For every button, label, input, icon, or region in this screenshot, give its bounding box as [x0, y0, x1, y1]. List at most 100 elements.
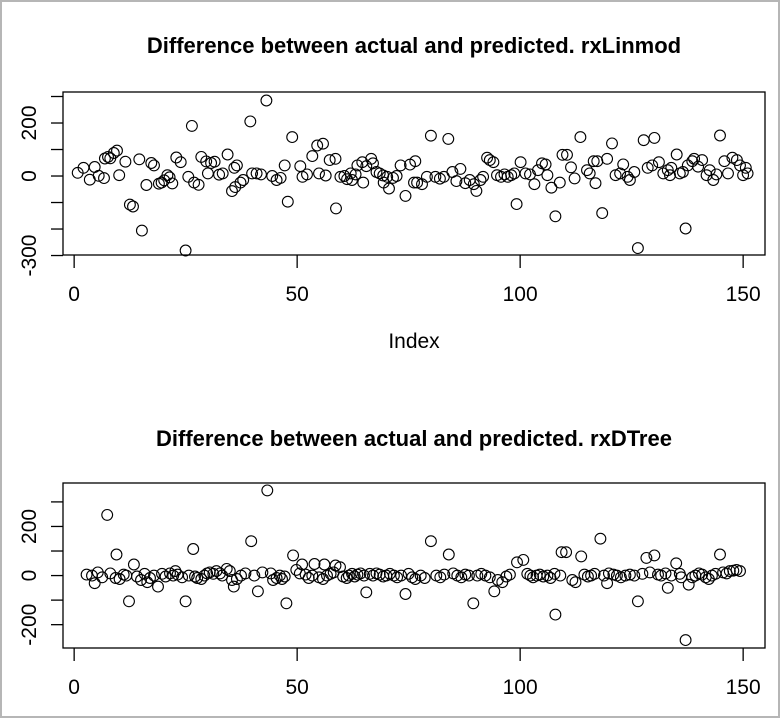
data-point	[346, 567, 358, 580]
panel-1: 200 0 -300 0 50 100 150	[18, 91, 766, 306]
data-point	[260, 94, 273, 107]
data-point	[127, 558, 140, 571]
data-point	[617, 158, 630, 171]
data-point	[237, 174, 250, 186]
data-point	[127, 200, 139, 213]
data-point	[409, 155, 422, 168]
chart1-xlabel-index: Index	[388, 330, 440, 353]
data-point	[163, 171, 176, 184]
data-point	[561, 148, 573, 161]
data-point	[182, 170, 195, 183]
data-point	[234, 176, 247, 189]
data-point	[470, 184, 483, 197]
data-point	[166, 177, 179, 190]
data-point	[383, 182, 395, 195]
data-point	[187, 543, 200, 555]
data-point	[148, 159, 160, 172]
data-point	[131, 570, 143, 583]
data-point	[454, 162, 467, 175]
y-tick-label: 200	[18, 105, 41, 140]
data-point	[521, 567, 534, 580]
data-point	[251, 585, 264, 598]
x-tick-label: 150	[726, 676, 761, 699]
data-point	[483, 571, 496, 584]
data-point	[640, 551, 653, 564]
data-point	[367, 157, 379, 170]
data-point	[565, 161, 577, 174]
data-point	[722, 167, 734, 180]
x-tick-label: 100	[503, 676, 538, 699]
data-point	[220, 562, 233, 575]
data-point	[418, 572, 431, 584]
data-point	[555, 546, 568, 559]
data-point	[191, 572, 204, 584]
data-point	[101, 508, 114, 521]
data-point	[223, 565, 236, 578]
data-point	[176, 571, 189, 584]
data-point	[169, 565, 182, 578]
data-point	[311, 139, 324, 152]
data-point	[313, 167, 325, 180]
data-point	[179, 595, 192, 608]
data-point	[390, 170, 403, 182]
data-point	[495, 170, 507, 183]
data-point	[381, 170, 394, 183]
data-point	[503, 568, 516, 581]
data-point	[145, 157, 158, 169]
data-point	[589, 177, 602, 190]
data-point	[306, 569, 319, 582]
data-point	[261, 484, 274, 497]
data-point	[566, 574, 579, 586]
data-point	[532, 164, 544, 177]
data-point	[602, 567, 615, 580]
data-point	[594, 532, 607, 545]
data-point	[227, 580, 240, 593]
data-point	[135, 574, 147, 586]
data-point	[723, 565, 736, 578]
data-point	[524, 569, 537, 582]
data-point	[280, 597, 293, 610]
data-point	[510, 198, 523, 211]
data-point	[541, 569, 554, 582]
data-point	[395, 569, 408, 582]
data-point	[688, 152, 701, 165]
data-point	[182, 569, 195, 582]
data-point	[549, 608, 562, 621]
data-point	[707, 174, 720, 186]
data-point	[98, 172, 110, 185]
data-point	[670, 148, 683, 161]
data-point	[245, 535, 258, 548]
data-point	[170, 151, 183, 164]
data-point	[661, 581, 674, 594]
data-point	[434, 571, 447, 584]
data-point	[556, 148, 569, 161]
data-point	[164, 567, 176, 580]
data-point	[140, 179, 153, 191]
data-point	[317, 137, 329, 150]
data-point	[88, 577, 101, 590]
data-point	[276, 573, 288, 585]
data-point	[266, 170, 279, 182]
data-point	[273, 569, 286, 582]
data-point	[477, 170, 490, 183]
data-point	[539, 158, 552, 171]
panel-2: 200 0 -200 0 50 100 150	[18, 482, 766, 699]
data-point	[281, 195, 294, 208]
data-point	[462, 569, 475, 582]
data-point	[682, 578, 695, 591]
data-point	[709, 567, 722, 580]
data-point	[278, 570, 291, 583]
data-point	[442, 132, 455, 145]
data-point	[363, 567, 376, 580]
data-point	[438, 568, 451, 581]
data-point	[554, 569, 567, 582]
data-point	[614, 167, 627, 180]
data-point	[637, 134, 650, 147]
data-point	[601, 152, 614, 165]
data-point	[528, 178, 541, 191]
data-point	[537, 570, 550, 583]
data-point	[665, 569, 678, 582]
data-point	[189, 570, 201, 583]
